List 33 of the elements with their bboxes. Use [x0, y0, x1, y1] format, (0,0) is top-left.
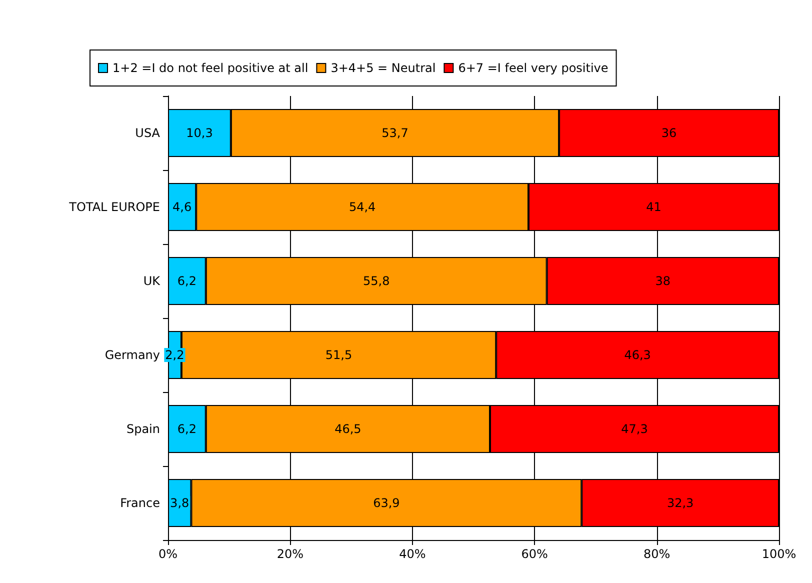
x-tick-label: 40%: [399, 547, 426, 561]
x-tick-label: 80%: [643, 547, 670, 561]
x-tick-label: 60%: [521, 547, 548, 561]
data-label: 46,3: [624, 348, 651, 362]
x-tick-label: 100%: [762, 547, 796, 561]
data-label: 38: [655, 274, 671, 288]
y-tick-label: UK: [143, 274, 162, 288]
y-tick-label: USA: [135, 126, 161, 140]
data-label: 36: [661, 126, 677, 140]
data-label: 63,9: [373, 496, 400, 510]
data-label: 53,7: [382, 126, 408, 140]
data-label: 6,2: [177, 274, 196, 288]
y-tick-label: Spain: [126, 422, 160, 436]
data-label: 55,8: [362, 274, 390, 288]
y-tick-label: Germany: [104, 348, 160, 362]
data-label: 6,2: [177, 422, 196, 436]
y-tick-label: TOTAL EUROPE: [68, 200, 160, 214]
data-label: 2,2: [165, 348, 184, 362]
data-label: 10,3: [186, 126, 213, 140]
data-label: 32,3: [666, 496, 694, 510]
x-tick-label: 0%: [158, 547, 178, 561]
data-label: 54,4: [348, 200, 376, 214]
legend-label: 1+2 =I do not feel positive at all: [112, 61, 308, 75]
legend-label: 6+7 =I feel very positive: [458, 61, 608, 75]
data-label: 41: [646, 200, 662, 214]
legend-label: 3+4+5 = Neutral: [330, 61, 436, 75]
data-label: 51,5: [325, 348, 352, 362]
y-tick-label: France: [120, 496, 160, 510]
data-label: 47,3: [621, 422, 648, 436]
data-label: 4,6: [172, 200, 192, 214]
data-label: 46,5: [334, 422, 362, 436]
data-label: 3,8: [170, 496, 190, 510]
x-tick-label: 20%: [276, 547, 304, 561]
